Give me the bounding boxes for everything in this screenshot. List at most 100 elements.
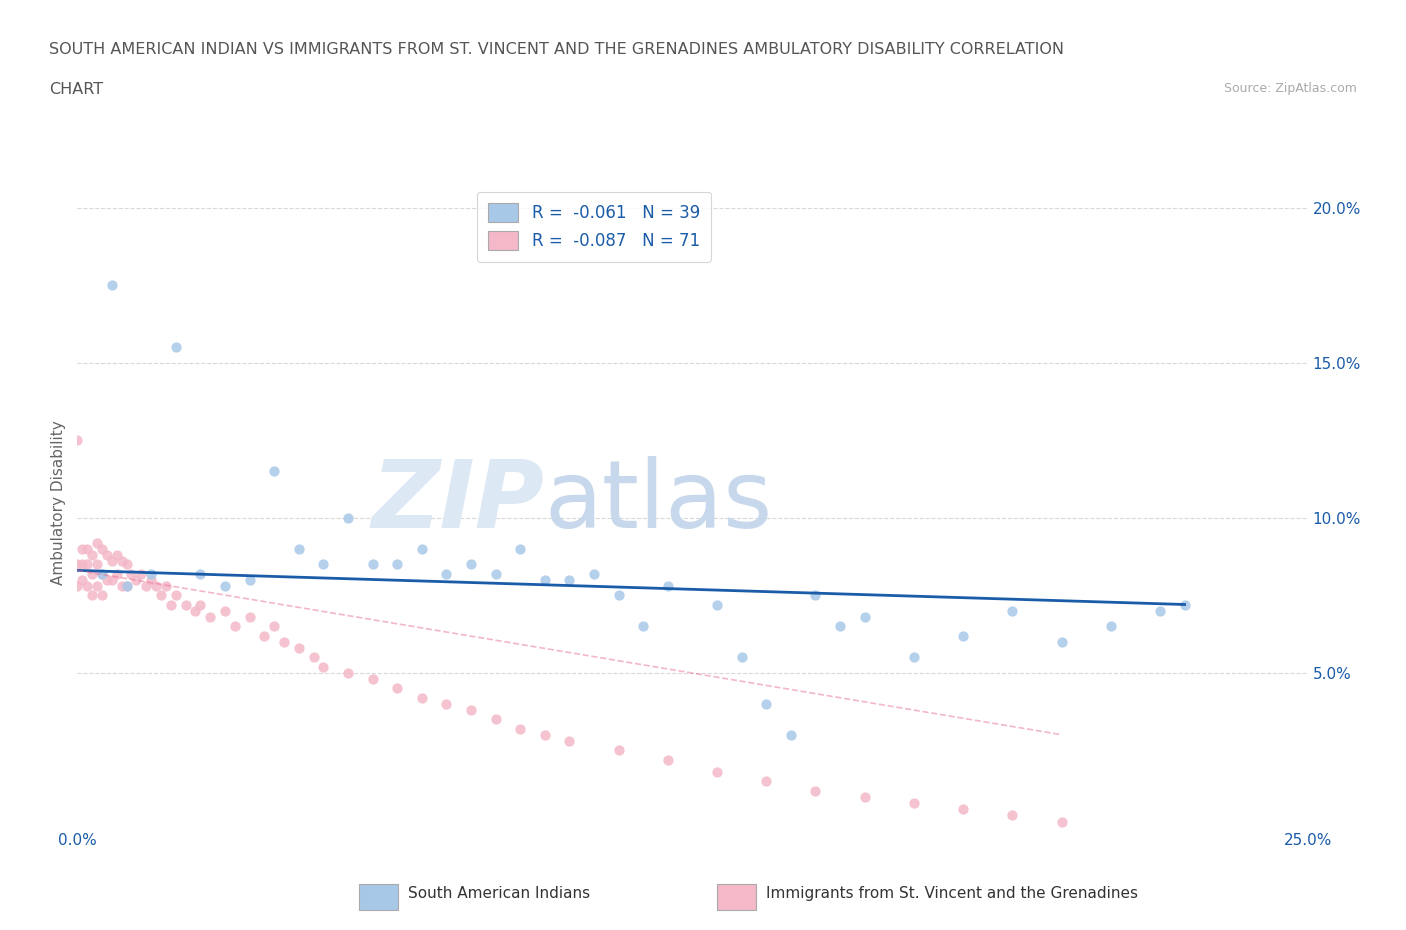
- Point: [830, 618, 852, 633]
- Point: [135, 578, 157, 593]
- Point: [411, 541, 433, 556]
- Point: [509, 541, 531, 556]
- Point: [66, 432, 89, 447]
- Point: [121, 566, 143, 581]
- Y-axis label: Ambulatory Disability: Ambulatory Disability: [51, 419, 66, 585]
- Point: [125, 572, 148, 587]
- Point: [1050, 814, 1073, 829]
- Point: [90, 566, 114, 581]
- Point: [780, 727, 803, 742]
- Point: [411, 690, 433, 705]
- Point: [485, 566, 508, 581]
- Point: [76, 557, 98, 572]
- Legend: R =  -0.061   N = 39, R =  -0.087   N = 71: R = -0.061 N = 39, R = -0.087 N = 71: [477, 192, 711, 261]
- Point: [1174, 597, 1197, 612]
- Point: [105, 566, 128, 581]
- Point: [214, 604, 236, 618]
- Point: [361, 557, 384, 572]
- Point: [657, 578, 679, 593]
- Point: [1050, 634, 1073, 649]
- Point: [86, 557, 108, 572]
- Point: [155, 578, 177, 593]
- Point: [115, 578, 138, 593]
- Point: [312, 659, 335, 674]
- Point: [253, 628, 276, 643]
- Point: [188, 566, 212, 581]
- Point: [607, 743, 630, 758]
- Point: [160, 597, 183, 612]
- Point: [312, 557, 335, 572]
- Point: [657, 752, 679, 767]
- Point: [534, 727, 557, 742]
- Point: [633, 618, 655, 633]
- Point: [952, 802, 974, 817]
- Point: [86, 535, 108, 550]
- Point: [460, 702, 482, 717]
- Point: [82, 566, 104, 581]
- Point: [90, 588, 114, 603]
- Point: [288, 541, 311, 556]
- Text: SOUTH AMERICAN INDIAN VS IMMIGRANTS FROM ST. VINCENT AND THE GRENADINES AMBULATO: SOUTH AMERICAN INDIAN VS IMMIGRANTS FROM…: [49, 42, 1064, 57]
- Point: [952, 628, 974, 643]
- Point: [1001, 808, 1024, 823]
- Point: [337, 511, 360, 525]
- Point: [804, 588, 827, 603]
- Point: [302, 650, 325, 665]
- Point: [1149, 604, 1171, 618]
- Point: [1099, 618, 1122, 633]
- Point: [239, 609, 262, 624]
- Point: [76, 541, 98, 556]
- Point: [436, 697, 458, 711]
- Point: [141, 566, 163, 581]
- Point: [115, 557, 138, 572]
- Point: [731, 650, 754, 665]
- Point: [385, 681, 409, 696]
- Point: [706, 764, 728, 779]
- Point: [337, 665, 360, 680]
- Point: [150, 588, 173, 603]
- Point: [436, 566, 458, 581]
- Point: [141, 572, 163, 587]
- Point: [105, 548, 128, 563]
- Point: [101, 278, 124, 293]
- Point: [145, 578, 167, 593]
- Point: [165, 588, 187, 603]
- Point: [90, 541, 114, 556]
- Point: [188, 597, 212, 612]
- Point: [460, 557, 482, 572]
- Point: [706, 597, 728, 612]
- Point: [853, 609, 876, 624]
- Point: [853, 790, 876, 804]
- Point: [66, 578, 89, 593]
- Point: [101, 572, 124, 587]
- Point: [184, 604, 207, 618]
- Point: [101, 553, 124, 568]
- Text: ZIP: ZIP: [373, 457, 546, 548]
- Point: [96, 548, 118, 563]
- Point: [165, 339, 187, 354]
- Point: [263, 618, 285, 633]
- Point: [903, 795, 925, 810]
- Point: [96, 572, 118, 587]
- Point: [66, 557, 89, 572]
- Point: [174, 597, 197, 612]
- Point: [82, 588, 104, 603]
- Text: South American Indians: South American Indians: [408, 886, 591, 901]
- Point: [115, 578, 138, 593]
- Point: [558, 734, 581, 749]
- Point: [361, 671, 384, 686]
- Point: [509, 721, 531, 736]
- Point: [583, 566, 606, 581]
- Point: [485, 711, 508, 726]
- Point: [239, 572, 262, 587]
- Point: [755, 774, 778, 789]
- Point: [755, 697, 778, 711]
- Point: [70, 557, 93, 572]
- Text: CHART: CHART: [49, 82, 103, 97]
- Point: [129, 566, 153, 581]
- Point: [288, 641, 311, 656]
- Point: [273, 634, 295, 649]
- Point: [263, 464, 285, 479]
- Text: Source: ZipAtlas.com: Source: ZipAtlas.com: [1223, 82, 1357, 95]
- Point: [70, 541, 93, 556]
